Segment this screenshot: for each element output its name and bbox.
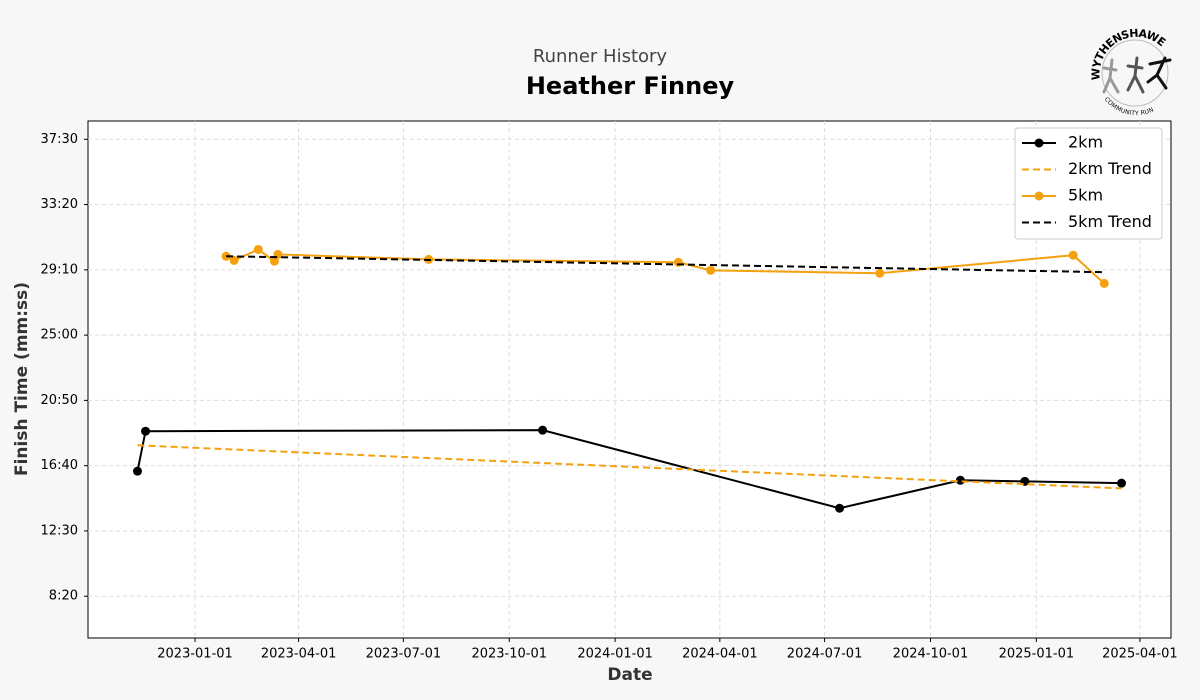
legend-box	[1014, 127, 1163, 240]
plot-area	[87, 120, 1172, 639]
x-tick-label: 2023-07-01	[366, 647, 442, 662]
data-point	[875, 268, 885, 278]
data-point	[141, 426, 151, 436]
x-tick-label: 2023-01-01	[157, 647, 233, 662]
data-point	[1117, 478, 1127, 488]
series-line	[226, 255, 1105, 274]
x-tick-label: 2024-01-01	[577, 647, 653, 662]
x-tick-label: 2024-04-01	[682, 647, 758, 662]
x-tick-label: 2024-10-01	[893, 647, 969, 662]
data-point	[1068, 250, 1078, 260]
y-tick-label: 25:00	[41, 328, 78, 343]
data-point	[253, 244, 263, 254]
legend: 2km 2km Trend 5km 5km Trend	[1014, 127, 1163, 240]
legend-label: 5km	[1068, 186, 1103, 205]
logo-bottom: COMMUNITY RUN	[1103, 96, 1154, 117]
data-point	[269, 256, 279, 266]
x-axis-label: Date	[607, 665, 652, 685]
x-tick-label: 2023-10-01	[471, 647, 547, 662]
series-line	[137, 444, 1122, 490]
y-tick-label: 12:30	[41, 523, 78, 538]
legend-label: 5km Trend	[1068, 212, 1152, 231]
logo-text: WYTHENSHAWE	[1090, 27, 1169, 80]
x-tick-label: 2023-04-01	[261, 647, 337, 662]
data-point	[132, 466, 142, 476]
y-tick-label: 8:20	[49, 589, 78, 604]
logo-text: COMMUNITY RUN	[1103, 96, 1154, 117]
x-tick-label: 2025-01-01	[999, 647, 1075, 662]
logo-top: WYTHENSHAWE	[1090, 27, 1169, 80]
y-tick-label: 20:50	[41, 393, 78, 408]
data-point	[1099, 278, 1109, 288]
legend-label: 2km Trend	[1068, 159, 1152, 178]
y-tick-label: 29:10	[41, 262, 78, 277]
data-point	[706, 265, 716, 275]
chart-title: Heather Finney	[526, 72, 735, 100]
x-tick-label: 2025-04-01	[1102, 647, 1178, 662]
data-point	[229, 255, 239, 265]
legend-marker	[1034, 191, 1044, 201]
y-tick-label: 37:30	[41, 132, 78, 147]
logo: WYTHENSHAWE COMMUNITY RUN	[1090, 27, 1172, 117]
y-tick-label: 16:40	[41, 458, 78, 473]
chart-subtitle: Runner History	[533, 46, 668, 67]
legend-marker	[1034, 138, 1044, 148]
legend-label: 2km	[1068, 133, 1103, 152]
y-tick-label: 33:20	[41, 197, 78, 212]
data-point	[221, 251, 231, 261]
data-point	[538, 425, 548, 435]
data-point	[835, 503, 845, 513]
y-axis-label: Finish Time (mm:ss)	[12, 282, 32, 476]
data-point	[955, 475, 965, 485]
x-tick-label: 2024-07-01	[787, 647, 863, 662]
